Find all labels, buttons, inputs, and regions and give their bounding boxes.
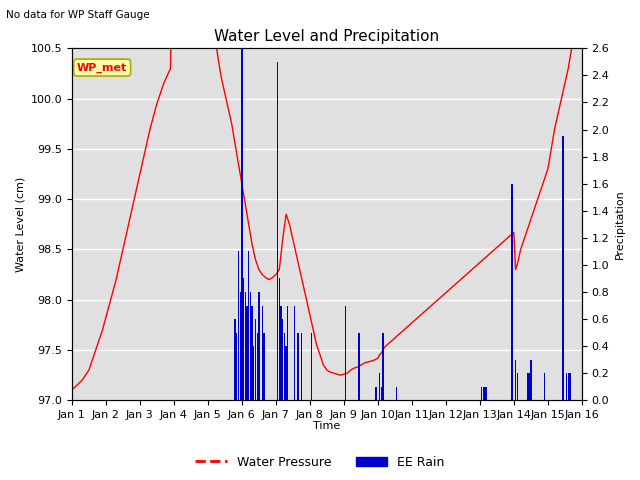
Bar: [262, 306, 263, 400]
Bar: [253, 346, 255, 400]
Bar: [396, 387, 397, 400]
Bar: [301, 333, 302, 400]
Bar: [516, 373, 518, 400]
Text: No data for WP Staff Gauge: No data for WP Staff Gauge: [6, 10, 150, 20]
Bar: [258, 292, 260, 400]
Bar: [243, 278, 244, 400]
Bar: [277, 62, 278, 400]
Bar: [511, 184, 513, 400]
Bar: [568, 373, 569, 400]
Bar: [566, 373, 567, 400]
Bar: [530, 360, 532, 400]
Bar: [236, 333, 237, 400]
Legend: Water Pressure, EE Rain: Water Pressure, EE Rain: [190, 451, 450, 474]
Text: WP_met: WP_met: [77, 62, 127, 72]
Bar: [252, 306, 253, 400]
Bar: [583, 373, 584, 400]
Y-axis label: Precipitation: Precipitation: [615, 190, 625, 259]
Bar: [345, 306, 346, 400]
Bar: [527, 373, 528, 400]
Bar: [239, 292, 241, 400]
Bar: [381, 387, 382, 400]
Bar: [263, 333, 265, 400]
Bar: [241, 48, 243, 400]
Bar: [282, 319, 284, 400]
Bar: [234, 319, 236, 400]
Bar: [484, 387, 486, 400]
Bar: [486, 387, 487, 400]
Bar: [244, 292, 246, 400]
Bar: [278, 278, 280, 400]
Y-axis label: Water Level (cm): Water Level (cm): [15, 177, 25, 272]
Bar: [379, 373, 380, 400]
Title: Water Level and Precipitation: Water Level and Precipitation: [214, 29, 440, 44]
Bar: [483, 387, 484, 400]
Bar: [376, 387, 377, 400]
Bar: [298, 333, 299, 400]
X-axis label: Time: Time: [313, 421, 340, 432]
Bar: [294, 306, 295, 400]
Bar: [255, 319, 256, 400]
Bar: [238, 252, 239, 400]
Bar: [257, 333, 258, 400]
Bar: [515, 360, 516, 400]
Bar: [529, 373, 530, 400]
Bar: [248, 252, 250, 400]
Bar: [563, 136, 564, 400]
Bar: [544, 373, 545, 400]
Bar: [481, 387, 482, 400]
Bar: [246, 306, 248, 400]
Bar: [382, 333, 383, 400]
Bar: [250, 292, 251, 400]
Bar: [280, 306, 282, 400]
Bar: [358, 333, 360, 400]
Bar: [285, 346, 287, 400]
Bar: [284, 333, 285, 400]
Bar: [287, 306, 289, 400]
Bar: [569, 373, 571, 400]
Bar: [311, 333, 312, 400]
